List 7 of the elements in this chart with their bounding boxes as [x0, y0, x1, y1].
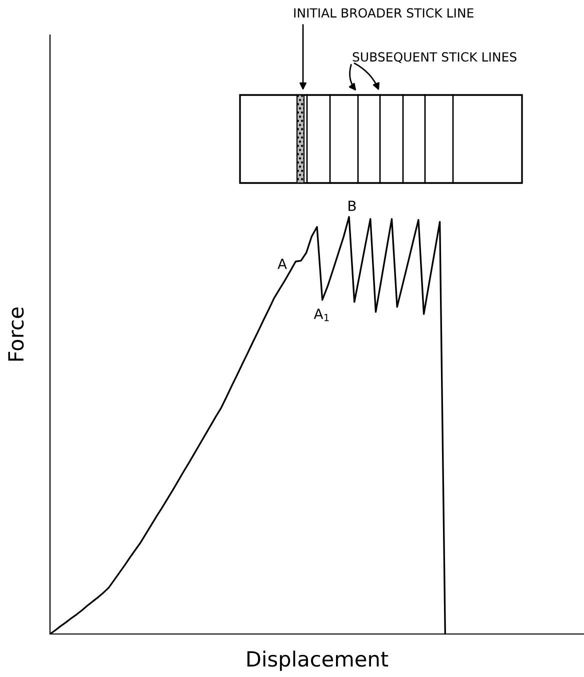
annotation: A: [278, 258, 287, 269]
y-axis-title: Force: [8, 307, 24, 361]
text: SUBSEQUENT STICK LINES: [352, 52, 516, 64]
annotation: A$_{1}$: [314, 308, 329, 322]
text: INITIAL BROADER STICK LINE: [294, 8, 474, 18]
text: B: [348, 200, 356, 211]
x-axis-title: Displacement: [247, 650, 388, 671]
